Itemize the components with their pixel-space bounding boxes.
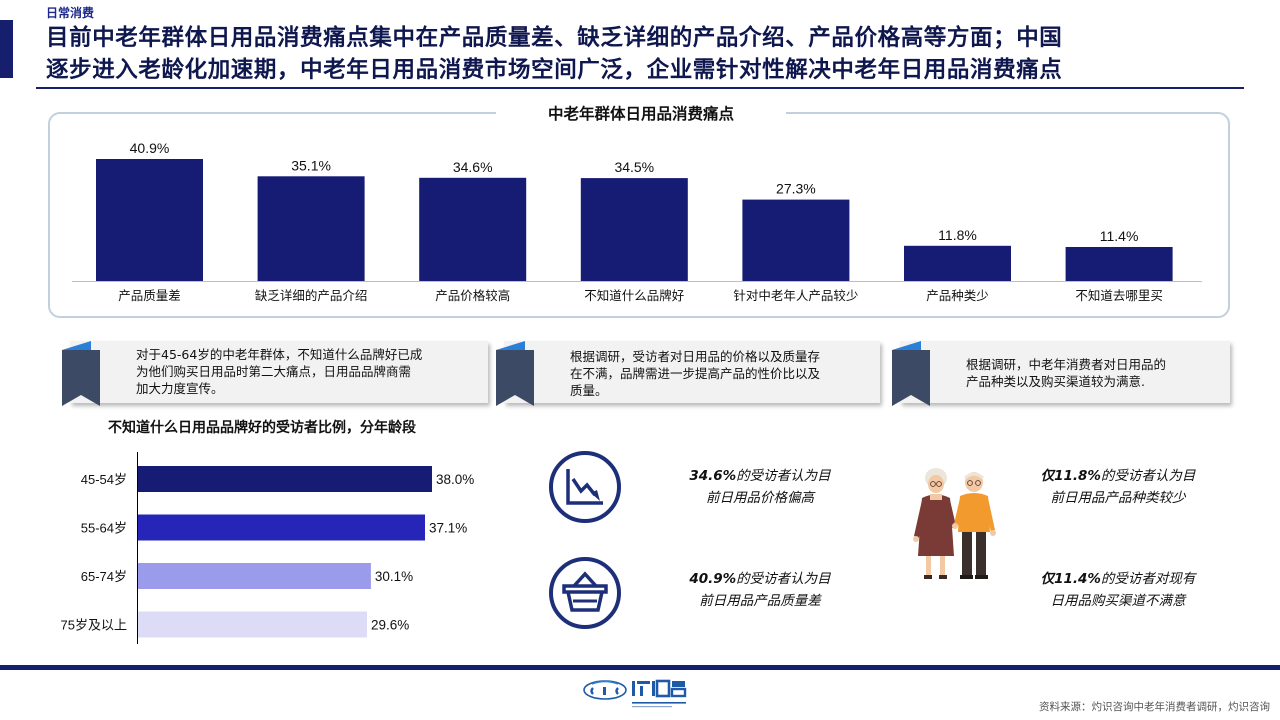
callout-price-quality-text: 根据调研，受访者对日用品的价格以及质量存 在不满，品牌需进一步提高产品的性价比以… — [570, 348, 820, 399]
pain-point-bar — [419, 177, 527, 281]
stat-line: 仅11.8%的受访者认为目 — [1008, 465, 1228, 487]
pain-point-category-label: 缺乏详细的产品介绍 — [255, 288, 368, 303]
age-group-label: 45-54岁 — [81, 472, 127, 487]
title-accent-bar — [0, 20, 13, 78]
pain-point-category-label: 不知道什么品牌好 — [584, 288, 684, 303]
callout-line: 在不满，品牌需进一步提高产品的性价比以及 — [570, 366, 821, 381]
elderly-couple-illustration — [913, 468, 996, 579]
age-group-bar — [138, 514, 425, 541]
stat-line: 40.9%的受访者认为目 — [650, 568, 870, 590]
stat-line-2: 前日用品产品质量差 — [699, 593, 821, 609]
pain-point-category-label: 产品种类少 — [926, 288, 989, 303]
pain-point-bar — [904, 245, 1011, 281]
stat-channel-dissatisfied: 仅11.4%的受访者对现有 日用品购买渠道不满意 — [1008, 568, 1228, 612]
section-tag: 日常消费 — [46, 6, 95, 20]
stat-value: 11.8% — [1054, 468, 1101, 484]
pain-point-bar — [1065, 247, 1173, 281]
stat-line-2: 日用品购买渠道不满意 — [1050, 593, 1186, 609]
age-group-bar — [138, 611, 367, 638]
pain-point-value-label: 40.9% — [130, 140, 170, 156]
callout-line: 根据调研，受访者对日用品的价格以及质量存 — [570, 349, 821, 364]
pain-point-bar — [580, 178, 688, 281]
pain-point-chart-title: 中老年群体日用品消费痛点 — [496, 101, 786, 127]
callout-ribbon-icon — [496, 341, 534, 406]
pain-point-bar — [96, 159, 203, 281]
page-title: 目前中老年群体日用品消费痛点集中在产品质量差、缺乏详细的产品介绍、产品价格高等方… — [46, 22, 1246, 86]
pain-point-category-label: 不知道去哪里买 — [1075, 288, 1163, 303]
stat-line-2: 前日用品价格偏高 — [706, 490, 814, 506]
stat-line-1: 的受访者对现有 — [1100, 571, 1196, 587]
shopping-basket-icon — [549, 557, 621, 629]
stat-line: 仅11.4%的受访者对现有 — [1008, 568, 1228, 590]
stat-line-1: 的受访者认为目 — [1100, 468, 1196, 484]
stat-value: 34.6% — [689, 468, 737, 484]
callout-ribbon-icon — [62, 341, 100, 406]
price-down-chart-icon — [549, 451, 621, 523]
pain-point-bar — [257, 176, 365, 281]
callout-line: 质量。 — [570, 383, 608, 398]
title-divider — [36, 87, 1244, 89]
page-title-line-1: 目前中老年群体日用品消费痛点集中在产品质量差、缺乏详细的产品介绍、产品价格高等方… — [46, 25, 1063, 51]
pain-point-value-label: 34.6% — [453, 159, 493, 175]
callout-ribbon-icon — [892, 341, 930, 406]
stat-line-1: 的受访者认为目 — [736, 468, 831, 484]
source-note: 资料来源：灼识咨询中老年消费者调研，灼识咨询 — [1039, 701, 1270, 713]
callout-price-quality: 根据调研，受访者对日用品的价格以及质量存 在不满，品牌需进一步提高产品的性价比以… — [496, 341, 880, 406]
pain-point-value-label: 11.4% — [1100, 228, 1139, 244]
stat-variety-limited: 仅11.8%的受访者认为目 前日用品产品种类较少 — [1008, 465, 1228, 509]
age-group-bar-chart: 45-54岁 38.0% 55-64岁 37.1% 65-74岁 30.1% 75岁及以上 2… — [61, 452, 474, 644]
age-group-value-label: 30.1% — [375, 569, 413, 584]
pain-point-bar — [742, 199, 850, 281]
pain-point-category-label: 针对中老年人产品较少 — [733, 288, 858, 303]
stat-line-2: 前日用品产品种类较少 — [1050, 490, 1186, 506]
callout-brand-awareness: 对于45-64岁的中老年群体，不知道什么品牌好已成 为他们购买日用品时第二大痛点… — [62, 341, 488, 406]
age-group-value-label: 29.6% — [371, 618, 409, 633]
age-group-bar — [138, 563, 371, 589]
pain-point-value-label: 11.8% — [938, 227, 977, 243]
stat-value: 40.9% — [689, 571, 737, 587]
callout-variety-channels: 根据调研，中老年消费者对日用品的 产品种类以及购买渠道较为满意. — [892, 341, 1230, 406]
callout-line: 产品种类以及购买渠道较为满意. — [966, 374, 1145, 389]
callout-variety-channels-text: 根据调研，中老年消费者对日用品的 产品种类以及购买渠道较为满意. — [966, 356, 1166, 390]
age-chart-title: 不知道什么日用品品牌好的受访者比例，分年龄段 — [108, 420, 416, 436]
stat-line-1: 的受访者认为目 — [736, 571, 831, 587]
pain-point-value-label: 34.5% — [614, 159, 654, 175]
stat-line: 34.6%的受访者认为目 — [650, 465, 870, 487]
stat-prefix: 仅 — [1040, 468, 1055, 484]
pain-point-value-label: 27.3% — [776, 181, 816, 197]
pain-point-value-label: 35.1% — [291, 157, 331, 173]
pain-point-category-label: 产品价格较高 — [435, 288, 510, 303]
callout-line: 为他们购买日用品时第二大痛点，日用品品牌商需 — [136, 364, 412, 379]
age-group-bar — [138, 466, 432, 492]
callout-line: 根据调研，中老年消费者对日用品的 — [966, 357, 1167, 372]
cic-logo — [583, 679, 687, 708]
age-group-label: 65-74岁 — [81, 569, 127, 584]
age-group-value-label: 38.0% — [436, 472, 474, 487]
stat-price-high: 34.6%的受访者认为目 前日用品价格偏高 — [650, 465, 870, 509]
footer-band — [0, 665, 1280, 670]
stat-quality-poor: 40.9%的受访者认为目 前日用品产品质量差 — [650, 568, 870, 612]
callout-line: 加大力度宣传。 — [136, 381, 224, 396]
stat-value: 11.4% — [1054, 571, 1101, 587]
callout-line: 对于45-64岁的中老年群体，不知道什么品牌好已成 — [136, 347, 423, 362]
age-group-label: 75岁及以上 — [61, 618, 127, 633]
stat-prefix: 仅 — [1040, 571, 1055, 587]
pain-point-bar-chart: 40.9% 产品质量差 35.1% 缺乏详细的产品介绍 34.6% 产品价格较高 34.5%… — [72, 140, 1202, 303]
age-group-value-label: 37.1% — [429, 521, 467, 536]
page-title-line-2: 逐步进入老龄化加速期，中老年日用品消费市场空间广泛，企业需针对性解决中老年日用品… — [46, 57, 1063, 83]
pain-point-category-label: 产品质量差 — [118, 288, 181, 303]
age-group-label: 55-64岁 — [81, 521, 127, 536]
callout-brand-awareness-text: 对于45-64岁的中老年群体，不知道什么品牌好已成 为他们购买日用品时第二大痛点… — [136, 346, 422, 397]
